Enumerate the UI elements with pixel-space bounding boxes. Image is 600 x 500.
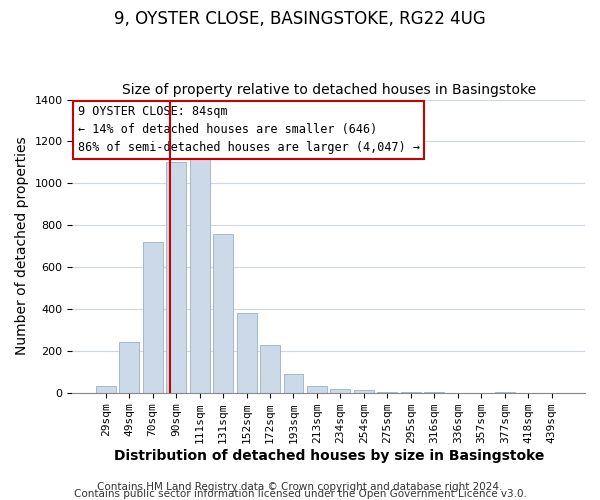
Bar: [96, 386, 116, 392]
Bar: [307, 386, 327, 392]
Bar: [119, 342, 139, 392]
Bar: [354, 390, 374, 392]
X-axis label: Distribution of detached houses by size in Basingstoke: Distribution of detached houses by size …: [113, 448, 544, 462]
Bar: [166, 162, 186, 392]
Bar: [260, 344, 280, 393]
Text: 9, OYSTER CLOSE, BASINGSTOKE, RG22 4UG: 9, OYSTER CLOSE, BASINGSTOKE, RG22 4UG: [114, 10, 486, 28]
Text: Contains public sector information licensed under the Open Government Licence v3: Contains public sector information licen…: [74, 489, 526, 499]
Y-axis label: Number of detached properties: Number of detached properties: [15, 137, 29, 356]
Text: 9 OYSTER CLOSE: 84sqm
← 14% of detached houses are smaller (646)
86% of semi-det: 9 OYSTER CLOSE: 84sqm ← 14% of detached …: [77, 106, 419, 154]
Bar: [213, 234, 233, 392]
Text: Contains HM Land Registry data © Crown copyright and database right 2024.: Contains HM Land Registry data © Crown c…: [97, 482, 503, 492]
Bar: [331, 388, 350, 392]
Title: Size of property relative to detached houses in Basingstoke: Size of property relative to detached ho…: [122, 83, 536, 97]
Bar: [190, 158, 209, 392]
Bar: [284, 374, 304, 392]
Bar: [236, 313, 257, 392]
Bar: [143, 242, 163, 392]
